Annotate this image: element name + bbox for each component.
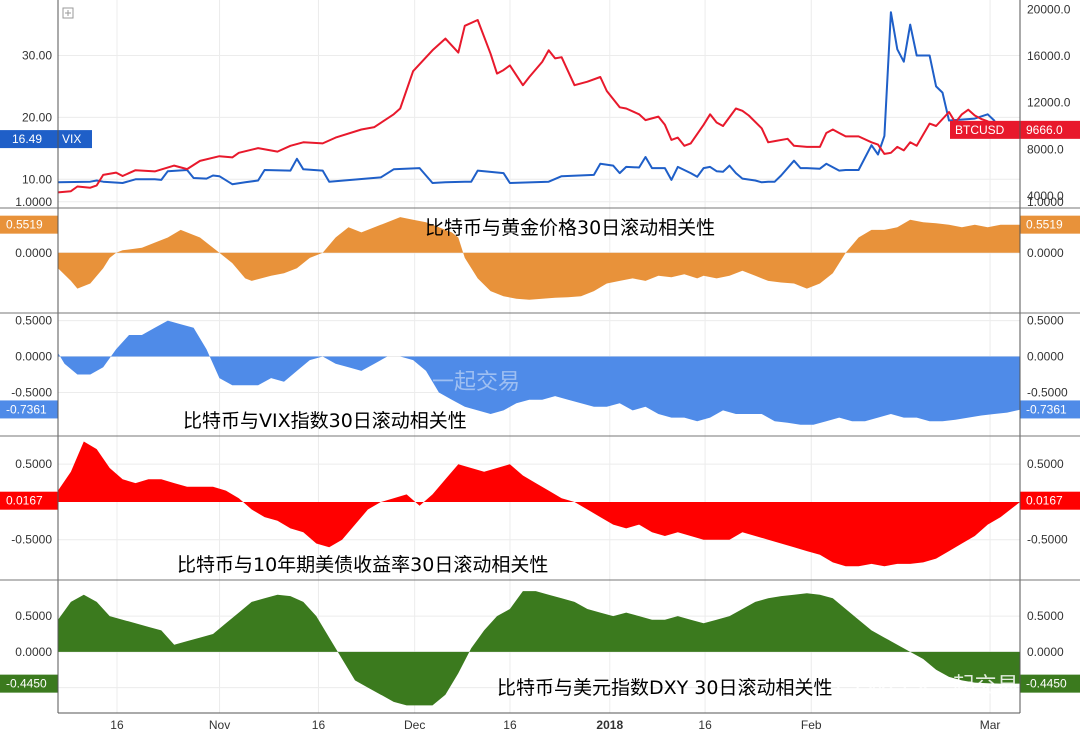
left-axis-tick-label: 0.0000 [15, 645, 52, 659]
right-axis-tick-label: 1.0000 [1027, 195, 1064, 209]
left-axis-tick-label: 0.5000 [15, 457, 52, 471]
right-axis-tick-label: 0.5000 [1027, 457, 1064, 471]
btcusd-line [57, 19, 1020, 194]
correlation-area [58, 591, 1020, 706]
chart-frame [0, 0, 1080, 714]
vix-line [57, 11, 1020, 186]
vix-last-value: 16.49 [12, 132, 42, 146]
time-axis-tick-label: 16 [110, 718, 124, 732]
last-value-badge-left [0, 400, 58, 419]
treasury-panel-title: 比特币与10年期美债收益率30日滚动相关性 [177, 554, 548, 576]
last-value-left: -0.7361 [6, 402, 47, 416]
btcusd-series-label: BTCUSD [955, 123, 1005, 137]
right-axis-tick-label: -0.5000 [1027, 533, 1068, 547]
dxy-panel-title: 比特币与美元指数DXY 30日滚动相关性 [497, 677, 832, 699]
right-axis-tick-label: 0.0000 [1027, 645, 1064, 659]
gold-correlation-panel: 0.5519 0.0000 1.0000 0.5519 0.0000 1.0000 比特… [0, 195, 1080, 300]
time-axis-tick-label: 16 [698, 718, 712, 732]
price-panel-gridlines [58, 55, 1020, 180]
last-value-badge-left [0, 491, 58, 510]
price-panel-badges: 16.49 VIX BTCUSD 9666.0 [0, 120, 1080, 149]
vix-last-badge [0, 130, 92, 149]
time-axis-tick-label: 2018 [596, 718, 623, 732]
last-value-badge-right [1020, 674, 1080, 693]
left-axis-tick-label: 0.0000 [15, 350, 52, 364]
time-axis-tick-label: Feb [801, 718, 822, 732]
right-axis-tick-label: 0.5000 [1027, 609, 1064, 623]
gold-panel-area [58, 217, 1020, 300]
time-axis-tick-label: 16 [503, 718, 517, 732]
price-panel-series [57, 11, 1020, 194]
gold-panel-left-axis: 0.5519 0.0000 1.0000 [0, 195, 58, 260]
last-value-right: 0.5519 [1026, 218, 1063, 232]
left-axis-tick-label: 1.0000 [15, 195, 52, 209]
last-value-left: 0.5519 [6, 218, 43, 232]
treasury-panel-left-axis: 0.5000 0.0167 -0.5000 [0, 457, 58, 547]
last-value-badge-right [1020, 215, 1080, 234]
vix-panel-area [58, 320, 1020, 425]
right-axis-tick-label: 12000.0 [1027, 96, 1071, 110]
treasury-panel-right-axis: 0.5000 0.0167 -0.5000 [1020, 457, 1080, 547]
vix-panel-right-axis: 0.5000 0.0000 -0.5000 -0.7361 [1020, 314, 1080, 419]
left-axis-tick-label: -0.5000 [11, 385, 52, 399]
last-value-left: 0.0167 [6, 494, 43, 508]
last-value-badge-right [1020, 400, 1080, 419]
vix-correlation-panel: 0.5000 0.0000 -0.5000 -0.7361 0.5000 0.0000 -… [0, 314, 1080, 432]
correlation-area [58, 217, 1020, 300]
gold-panel-right-axis: 0.5519 0.0000 1.0000 [1020, 195, 1080, 260]
time-axis-tick-label: Dec [404, 718, 425, 732]
time-axis-tick-label: Nov [209, 718, 230, 732]
right-axis-tick-label: 0.5000 [1027, 314, 1064, 328]
left-axis-tick-label: 20.00 [22, 110, 52, 124]
time-axis: 16 Nov 16 Dec 16 2018 16 Feb Mar [110, 718, 1000, 732]
left-axis-tick-label: 30.00 [22, 49, 52, 63]
right-axis-tick-label: 4000.0 [1027, 189, 1064, 203]
last-value-badge-left [0, 215, 58, 234]
left-axis-tick-label: 0.5000 [15, 314, 52, 328]
left-axis-tick-label: -0.5000 [11, 533, 52, 547]
dxy-panel-area [58, 591, 1020, 706]
watermark-faint: 一起交易 [432, 370, 520, 395]
left-axis-tick-label: 10.00 [22, 172, 52, 186]
price-panel-left-axis: 10.00 20.00 30.00 [22, 49, 52, 187]
time-axis-tick-label: Mar [980, 718, 1001, 732]
right-axis-tick-label: 0.0000 [1027, 246, 1064, 260]
gold-panel-title: 比特币与黄金价格30日滚动相关性 [425, 217, 715, 239]
vix-series-label: VIX [62, 132, 81, 146]
vix-panel-left-axis: 0.5000 0.0000 -0.5000 -0.7361 [0, 314, 58, 419]
left-axis-tick-label: 0.5000 [15, 609, 52, 623]
time-axis-tick-label: 16 [312, 718, 326, 732]
right-axis-tick-label: 16000.0 [1027, 49, 1071, 63]
btcusd-last-badge [950, 120, 1080, 139]
last-value-right: -0.7361 [1026, 402, 1067, 416]
watermark-text: WEEX一起交易 [866, 674, 1019, 699]
last-value-right: 0.0167 [1026, 494, 1063, 508]
correlation-area [58, 441, 1020, 567]
wechat-icon [837, 674, 859, 696]
last-value-badge-left [0, 674, 58, 693]
price-panel-right-axis: 4000.0 8000.0 12000.0 16000.0 20000.0 [1027, 2, 1071, 202]
btcusd-last-value: 9666.0 [1026, 123, 1063, 137]
left-axis-tick-label: 0.0000 [15, 246, 52, 260]
last-value-badge-right [1020, 491, 1080, 510]
right-axis-tick-label: 8000.0 [1027, 142, 1064, 156]
right-axis-tick-label: 0.0000 [1027, 350, 1064, 364]
price-panel: 10.00 20.00 30.00 4000.0 8000.0 12000.0 16000… [0, 2, 1080, 203]
right-axis-tick-label: 20000.0 [1027, 2, 1071, 16]
expand-button[interactable] [62, 7, 74, 19]
correlation-area [58, 320, 1020, 425]
last-value-right: -0.4450 [1026, 677, 1067, 691]
treasury-panel-area [58, 441, 1020, 567]
right-axis-tick-label: -0.5000 [1027, 385, 1068, 399]
vix-panel-title: 比特币与VIX指数30日滚动相关性 [183, 410, 467, 432]
last-value-left: -0.4450 [6, 677, 47, 691]
